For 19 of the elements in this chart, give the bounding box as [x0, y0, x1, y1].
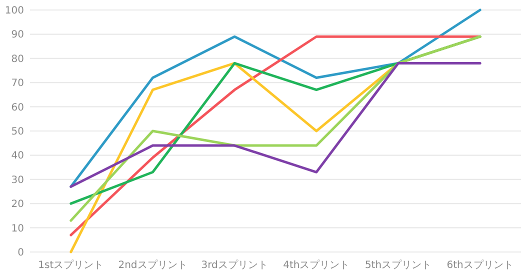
y-tick-label: 40: [11, 150, 24, 162]
x-tick-label: 6thスプリント: [446, 259, 514, 271]
y-tick-label: 0: [18, 248, 24, 258]
line-series: [70, 8, 482, 188]
x-tick-label: 5thスプリント: [364, 259, 432, 271]
x-tick-label: 3rdスプリント: [201, 259, 268, 271]
x-tick-label: 4thスプリント: [283, 259, 350, 271]
y-tick-label: 30: [11, 174, 24, 186]
y-tick-label: 20: [11, 199, 24, 210]
y-tick-label: 100: [4, 6, 24, 16]
y-tick-label: 10: [11, 223, 24, 234]
x-tick-label: 2ndスプリント: [118, 259, 188, 271]
y-tick-label: 90: [11, 30, 24, 41]
y-tick-label: 50: [11, 126, 24, 138]
y-tick-label: 70: [11, 78, 24, 90]
y-tick-label: 80: [11, 54, 24, 65]
y-tick-label: 60: [11, 102, 24, 114]
line-series: [70, 62, 482, 188]
x-tick-label: 1stスプリント: [38, 259, 104, 271]
